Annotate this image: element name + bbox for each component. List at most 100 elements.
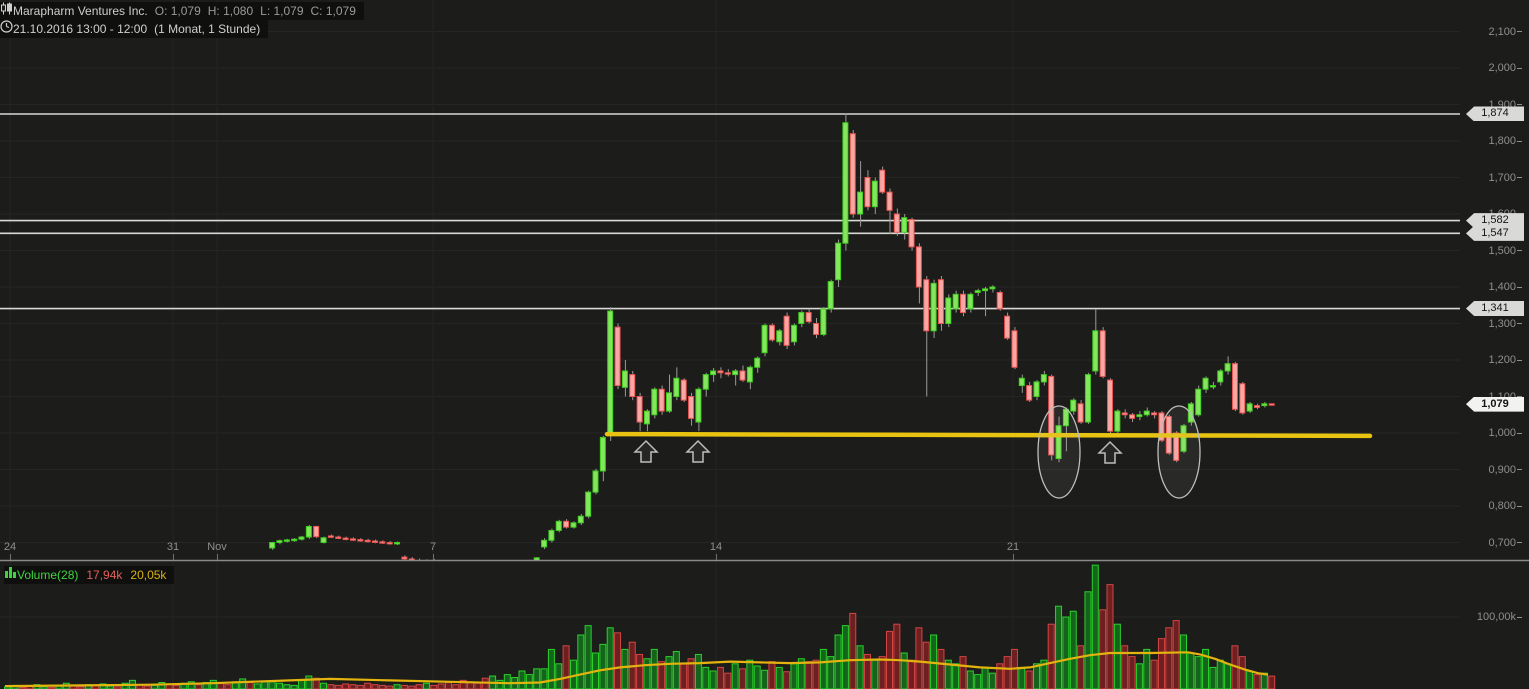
volume-bar xyxy=(856,645,864,689)
volume-bar xyxy=(275,682,283,689)
candle-body xyxy=(446,563,451,564)
volume-bar xyxy=(400,684,408,689)
candle-body xyxy=(724,372,731,375)
volume-bar xyxy=(1253,674,1261,689)
price-tick-label: 0,900 xyxy=(1462,464,1522,476)
up-arrow-annotation[interactable] xyxy=(633,439,659,463)
volume-bar xyxy=(606,627,614,689)
ellipse-annotation[interactable] xyxy=(1037,405,1081,499)
candle-body xyxy=(849,133,856,215)
candle-body xyxy=(842,122,849,244)
volume-bar xyxy=(1260,672,1268,689)
candle-body xyxy=(967,293,974,310)
candle-body xyxy=(937,279,944,325)
candle-body xyxy=(483,567,488,568)
candle-body xyxy=(313,525,320,538)
candle-body xyxy=(1055,425,1062,460)
level-price-badge: 1,341 xyxy=(1466,301,1524,317)
candle-body xyxy=(1004,315,1011,339)
volume-bar xyxy=(702,666,710,689)
volume-bar xyxy=(320,682,328,689)
volume-bar xyxy=(716,666,724,689)
period-settings: (1 Monat, 1 Stunde) xyxy=(154,22,261,36)
candle-body xyxy=(461,564,466,565)
volume-bar xyxy=(753,665,761,689)
volume-bar xyxy=(474,682,482,689)
volume-bar xyxy=(1047,623,1055,689)
candle-body xyxy=(1195,388,1202,416)
candle-body xyxy=(783,315,790,346)
up-arrow-annotation[interactable] xyxy=(685,439,711,463)
candle-body xyxy=(746,366,753,383)
candle-body xyxy=(372,540,378,543)
candle-body xyxy=(776,330,783,343)
volume-bar xyxy=(783,671,791,689)
candle-body xyxy=(651,388,658,416)
volume-bar xyxy=(739,668,746,689)
time-axis-tick xyxy=(10,554,11,560)
volume-bar xyxy=(173,684,181,689)
volume-bar xyxy=(1033,663,1040,689)
volume-bar xyxy=(650,648,658,689)
candle-body xyxy=(233,568,238,569)
volume-bar xyxy=(1224,663,1232,689)
volume-bar xyxy=(77,686,85,689)
volume-bar xyxy=(841,625,849,689)
candle-body xyxy=(335,536,342,539)
volume-bar xyxy=(893,623,901,689)
volume-series xyxy=(4,564,1276,689)
volume-bar xyxy=(680,663,688,689)
volume-bar xyxy=(1172,620,1180,689)
volume-bar xyxy=(327,684,335,689)
volume-bar xyxy=(290,684,298,689)
candle-body xyxy=(211,567,216,568)
candle-body xyxy=(1173,432,1180,461)
candle-body xyxy=(1018,377,1025,387)
candle-body xyxy=(989,286,996,290)
volume-bar xyxy=(349,684,357,689)
candle-body xyxy=(857,191,864,215)
price-tick-label: 1,300 xyxy=(1462,318,1522,330)
candle-body xyxy=(401,556,408,560)
instrument-header[interactable]: Marapharm Ventures Inc. O: 1,079 H: 1,08… xyxy=(0,2,364,20)
volume-bar xyxy=(312,677,320,689)
volume-last-value: 17,94k xyxy=(86,568,123,582)
candle-body xyxy=(203,568,208,569)
candle-body xyxy=(468,565,473,566)
volume-bar xyxy=(988,672,996,689)
candle-body xyxy=(342,537,349,541)
candle-body xyxy=(226,568,231,569)
current-price-badge: 1,079 xyxy=(1466,396,1524,412)
volume-bar xyxy=(246,682,254,689)
level-price-badge: 1,874 xyxy=(1466,106,1524,122)
candle-body xyxy=(1180,425,1187,452)
trendline[interactable] xyxy=(604,431,1373,439)
candle-body xyxy=(520,562,525,563)
volume-bar xyxy=(665,656,673,689)
volume-bar xyxy=(709,670,717,689)
volume-bar xyxy=(1150,659,1158,689)
volume-bar xyxy=(900,652,908,689)
volume-bar xyxy=(643,658,651,689)
volume-bar xyxy=(1040,659,1048,689)
candle-body xyxy=(761,324,768,354)
volume-bar xyxy=(687,658,695,689)
candle-body xyxy=(710,370,717,376)
up-arrow-annotation[interactable] xyxy=(1097,440,1123,464)
volume-bar xyxy=(694,653,702,689)
candle-body xyxy=(1107,379,1113,432)
candle-body xyxy=(283,539,290,542)
candle-body xyxy=(1231,363,1238,410)
candle-body xyxy=(1254,405,1260,408)
candle-body xyxy=(864,177,871,208)
candle-body xyxy=(497,565,502,566)
time-axis-label: Nov xyxy=(207,541,227,553)
volume-bar xyxy=(371,684,379,689)
candle-body xyxy=(276,540,283,543)
time-axis-tick xyxy=(433,554,434,560)
volume-bar xyxy=(1113,623,1121,689)
candle-body xyxy=(291,538,298,542)
volume-indicator-legend[interactable]: Volume(28) 17,94k 20,05k xyxy=(4,566,175,584)
ellipse-annotation[interactable] xyxy=(1157,405,1201,499)
